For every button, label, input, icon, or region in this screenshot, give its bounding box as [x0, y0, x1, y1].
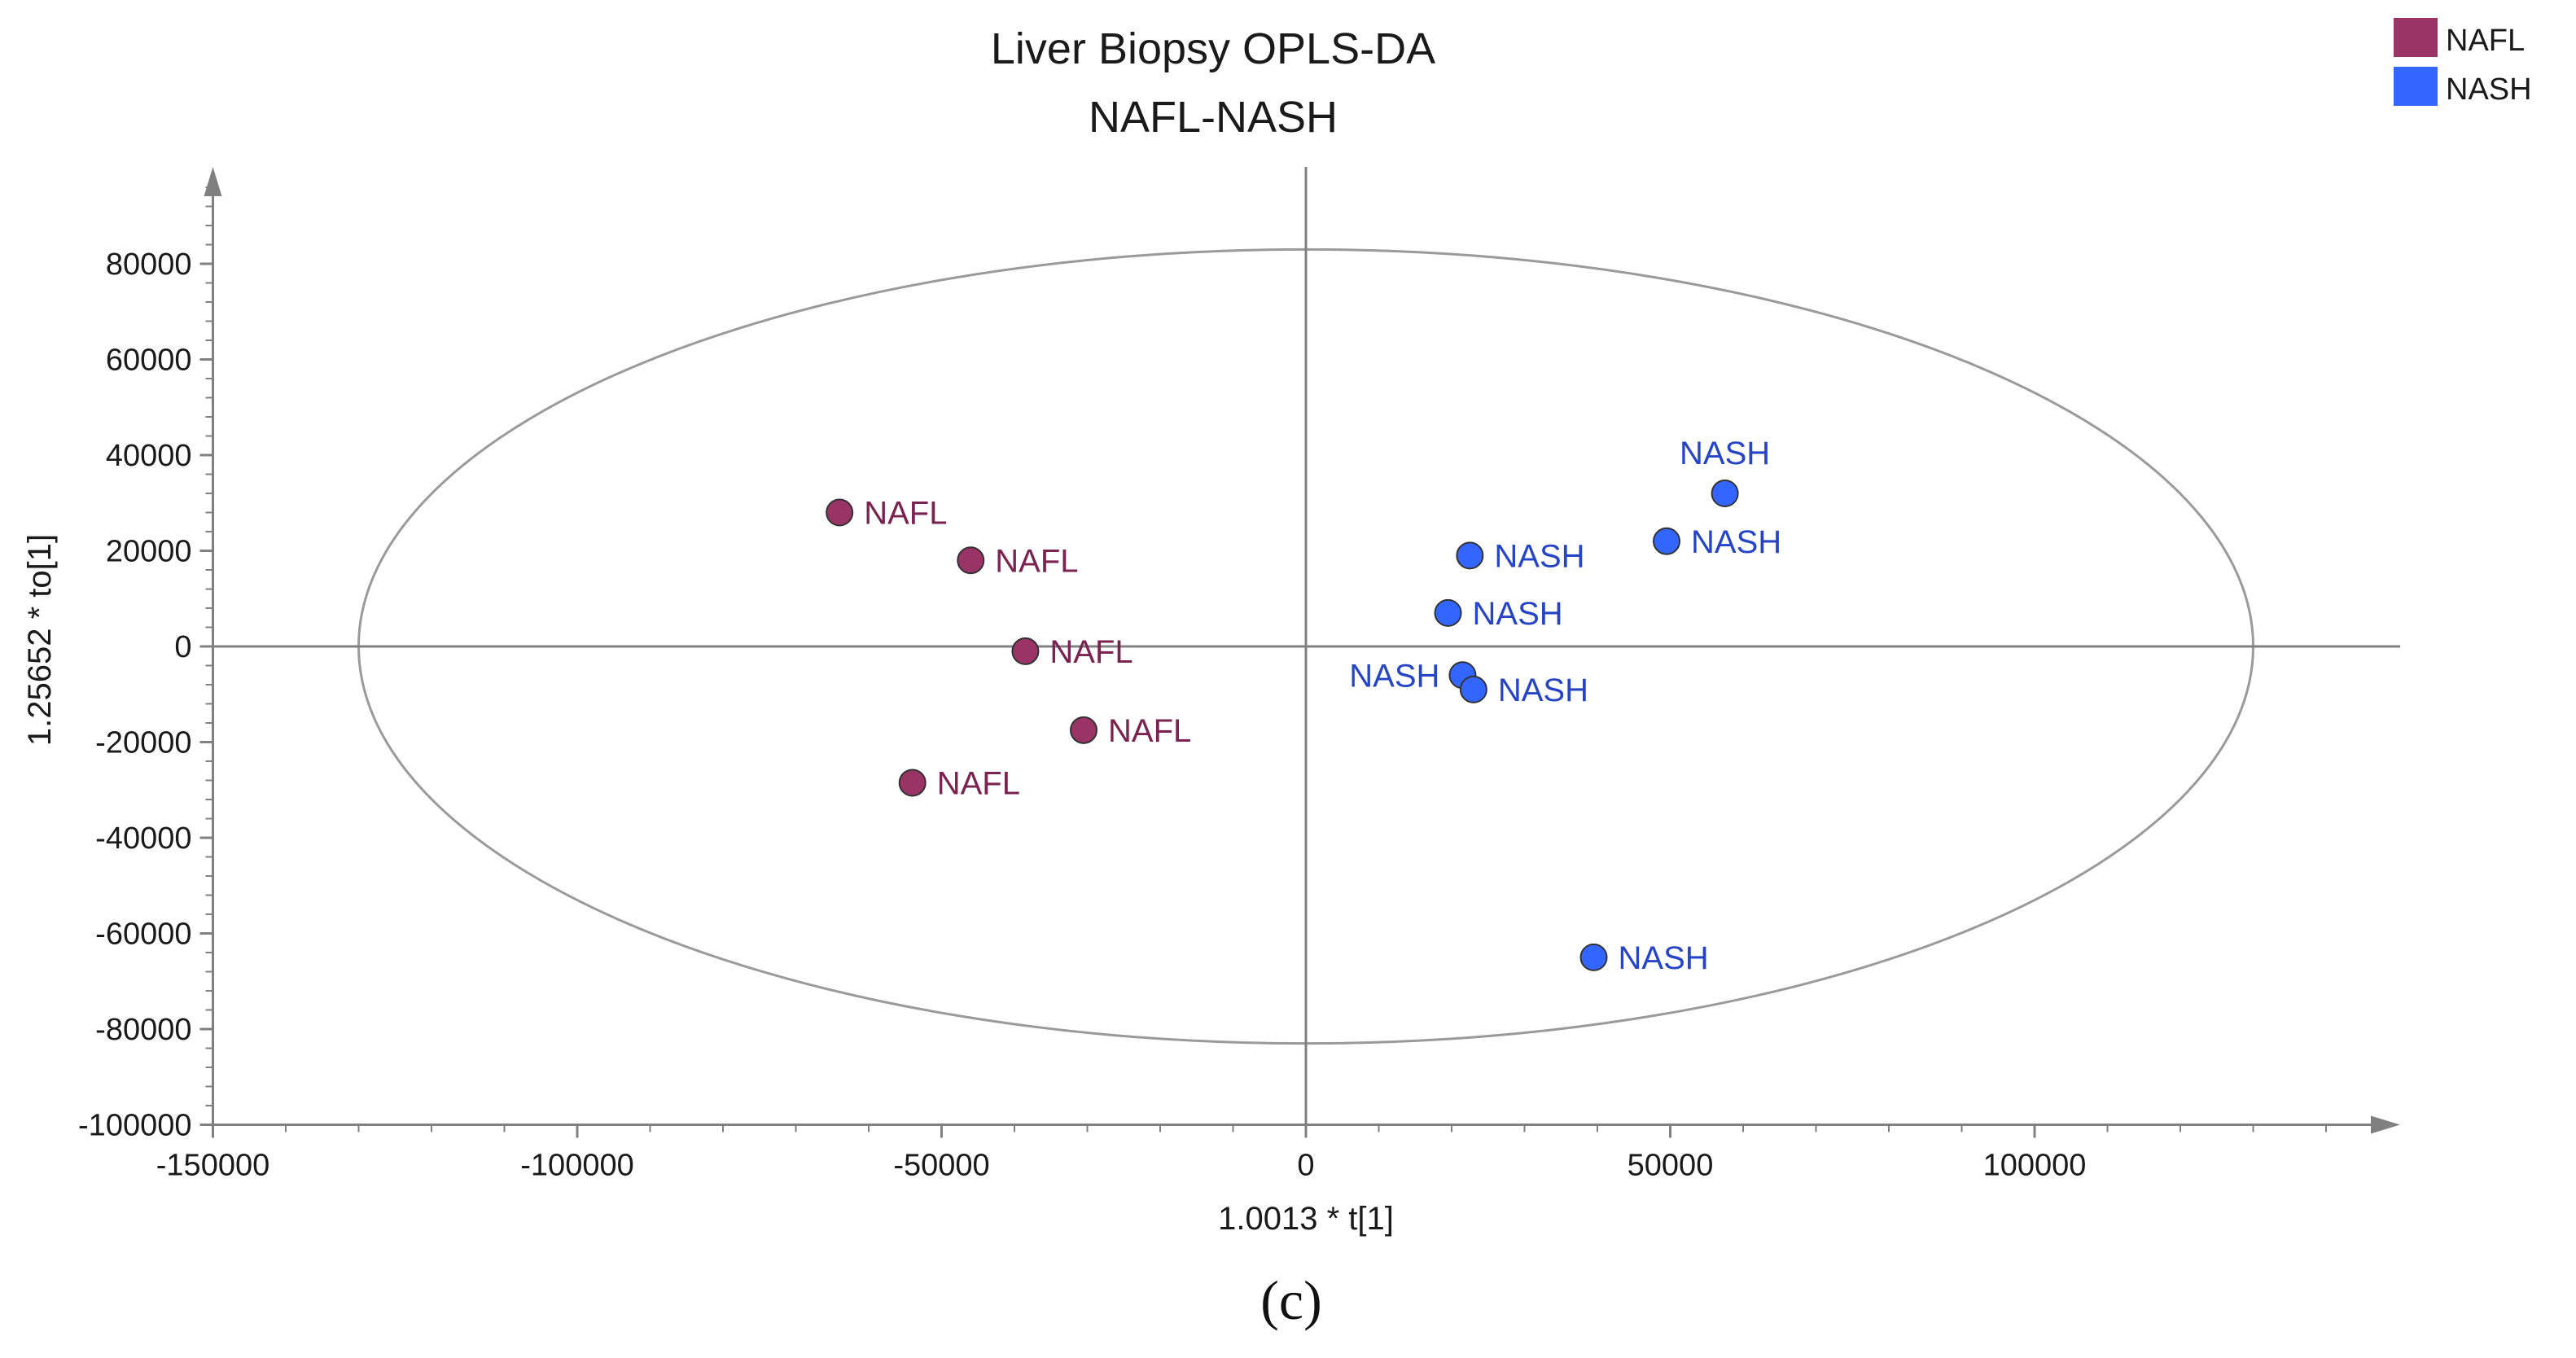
y-tick-label: 80000	[106, 248, 192, 282]
nafl-point	[957, 546, 985, 575]
nash-point-label: NASH	[1691, 524, 1781, 560]
x-axis-label: 1.0013 * t[1]	[1218, 1201, 1394, 1237]
nafl-point	[826, 498, 854, 527]
y-tick-label: 60000	[106, 344, 192, 378]
nafl-point-label: NAFL	[1049, 634, 1132, 670]
y-tick-label: -40000	[95, 821, 191, 856]
nash-point	[1456, 541, 1484, 570]
nash-point-label: NASH	[1680, 436, 1770, 471]
nash-point	[1653, 527, 1681, 555]
nafl-point-label: NAFL	[1108, 713, 1191, 749]
nafl-point	[898, 769, 927, 797]
y-axis-label: 1.25652 * to[1]	[22, 534, 58, 746]
nash-point-label: NASH	[1619, 940, 1709, 976]
legend-label-nafl: NAFL	[2446, 24, 2525, 58]
nash-point-label: NASH	[1498, 672, 1588, 708]
legend-label-nash: NASH	[2446, 72, 2532, 107]
y-tick-label: -80000	[95, 1013, 191, 1047]
x-tick-label: -150000	[156, 1149, 269, 1183]
legend-swatch-nafl	[2394, 18, 2438, 57]
legend: NAFL NASH	[2394, 18, 2532, 107]
chart-subtitle: NAFL-NASH	[1089, 93, 1338, 142]
nash-point	[1459, 675, 1487, 703]
nash-point-label: NASH	[1473, 596, 1563, 632]
nafl-point	[1011, 637, 1040, 665]
figure-caption: (c)	[1260, 1269, 1321, 1331]
y-tick-label: 0	[174, 630, 191, 664]
legend-swatch-nash	[2394, 67, 2438, 106]
x-tick-label: 100000	[1983, 1149, 2087, 1183]
nafl-point-label: NAFL	[937, 765, 1020, 801]
x-tick-label: -50000	[893, 1149, 989, 1183]
nafl-point	[1070, 716, 1098, 744]
y-axis-arrow	[204, 167, 222, 196]
x-tick-label: -100000	[520, 1149, 633, 1183]
nash-point	[1434, 598, 1462, 627]
y-tick-label: -60000	[95, 918, 191, 952]
y-tick-label: -20000	[95, 726, 191, 760]
nafl-point-label: NAFL	[864, 496, 947, 532]
nash-point	[1711, 480, 1739, 507]
y-tick-label: -100000	[78, 1109, 191, 1143]
nash-point-label: NASH	[1349, 658, 1439, 694]
nash-point-label: NASH	[1494, 538, 1584, 574]
nash-point	[1579, 943, 1608, 971]
y-tick-label: 40000	[106, 439, 192, 473]
nafl-point-label: NAFL	[995, 543, 1078, 579]
y-tick-label: 20000	[106, 535, 192, 569]
x-axis-arrow	[2371, 1115, 2400, 1134]
x-tick-label: 50000	[1628, 1149, 1714, 1183]
x-tick-label: 0	[1297, 1149, 1314, 1183]
chart-title: Liver Biopsy OPLS-DA	[991, 24, 1435, 73]
